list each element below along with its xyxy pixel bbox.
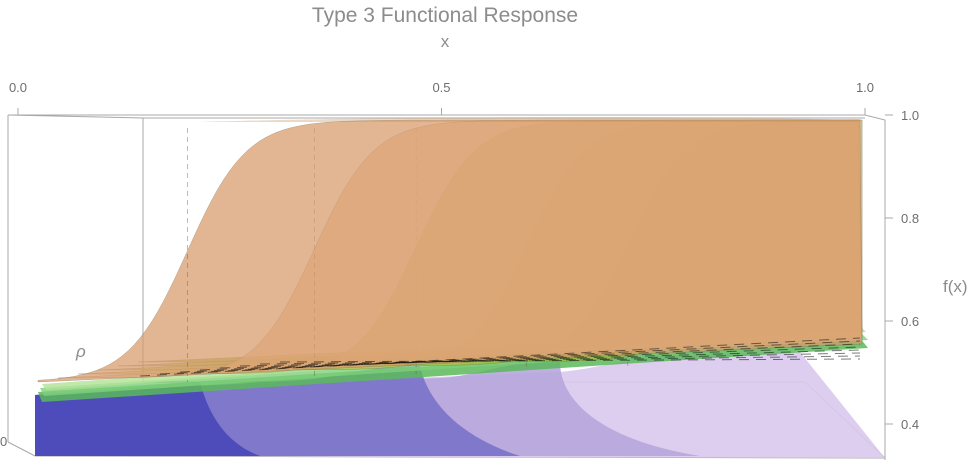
- z-tick-label: 0.6: [901, 314, 919, 329]
- z-tick-label: 1.0: [901, 108, 919, 123]
- lower-surface-edge: [35, 382, 260, 456]
- plateau-edge-line: [279, 358, 861, 363]
- x-axis-ticks: 0.0 0.5 1.0: [9, 80, 874, 115]
- chart-title: Type 3 Functional Response: [312, 4, 578, 27]
- rho-tick-label: 0: [0, 434, 7, 449]
- plateau-edge-line: [239, 352, 861, 367]
- plateau-edge-line: [259, 355, 861, 365]
- z-tick-label: 0.4: [901, 417, 919, 432]
- plateau-edge-line: [159, 340, 861, 375]
- z-axis-label: f(x): [943, 277, 968, 296]
- x-tick-label: 1.0: [856, 80, 874, 95]
- plateau-edge-line: [199, 346, 861, 371]
- response-surface-sheet: [37, 119, 863, 383]
- x-axis-label: x: [441, 32, 450, 51]
- surfaces: [35, 117, 885, 458]
- box-top-left-edge: [7, 114, 144, 119]
- x-tick-label: 0.5: [432, 80, 450, 95]
- rho-axis-label: ρ: [75, 342, 86, 361]
- plateau-edge-line: [139, 337, 861, 377]
- z-axis-ticks: 0.4 0.6 0.8 1.0: [885, 108, 919, 432]
- plateau-edge-line: [179, 343, 861, 373]
- z-tick-label: 0.8: [901, 211, 919, 226]
- x-tick-label: 0.0: [9, 80, 27, 95]
- plateau-edge-line: [219, 349, 861, 369]
- box-top-back-edge: [8, 114, 886, 460]
- box-front-left-edge: [7, 441, 36, 457]
